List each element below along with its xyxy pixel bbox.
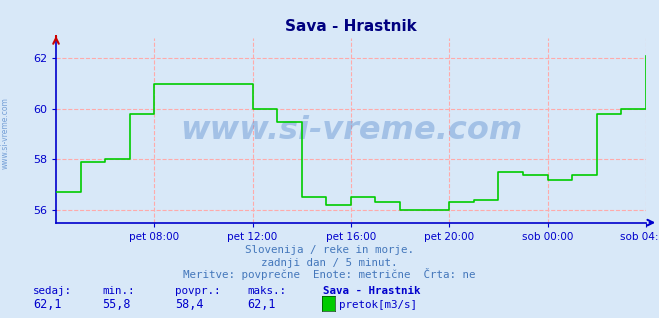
- Text: Meritve: povprečne  Enote: metrične  Črta: ne: Meritve: povprečne Enote: metrične Črta:…: [183, 268, 476, 280]
- Text: povpr.:: povpr.:: [175, 286, 220, 296]
- Text: 62,1: 62,1: [247, 299, 275, 311]
- Text: maks.:: maks.:: [247, 286, 286, 296]
- Text: www.si-vreme.com: www.si-vreme.com: [1, 98, 10, 169]
- Text: 62,1: 62,1: [33, 299, 61, 311]
- Text: 55,8: 55,8: [102, 299, 130, 311]
- Title: Sava - Hrastnik: Sava - Hrastnik: [285, 19, 416, 34]
- Text: www.si-vreme.com: www.si-vreme.com: [180, 115, 522, 146]
- Text: Slovenija / reke in morje.: Slovenija / reke in morje.: [245, 245, 414, 255]
- Text: pretok[m3/s]: pretok[m3/s]: [339, 301, 417, 310]
- Text: 58,4: 58,4: [175, 299, 203, 311]
- Text: sedaj:: sedaj:: [33, 286, 72, 296]
- Text: Sava - Hrastnik: Sava - Hrastnik: [323, 286, 420, 296]
- Text: zadnji dan / 5 minut.: zadnji dan / 5 minut.: [261, 258, 398, 267]
- Text: min.:: min.:: [102, 286, 134, 296]
